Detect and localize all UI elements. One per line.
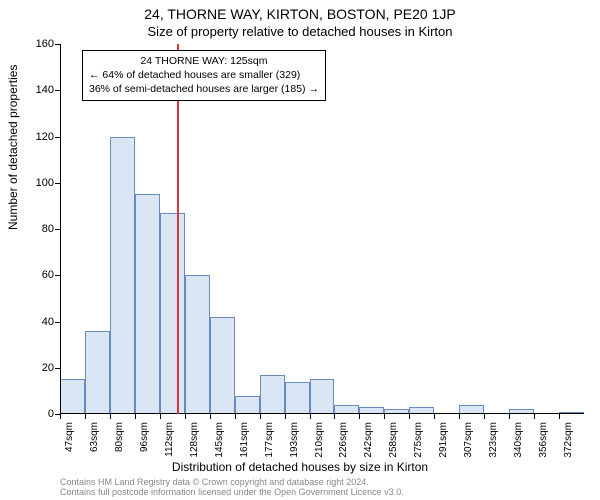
x-tick-mark	[210, 414, 211, 419]
chart-title-main: 24, THORNE WAY, KIRTON, BOSTON, PE20 1JP	[0, 6, 600, 22]
chart-title-sub: Size of property relative to detached ho…	[0, 24, 600, 39]
x-tick-mark	[384, 414, 385, 419]
annotation-box: 24 THORNE WAY: 125sqm ← 64% of detached …	[82, 50, 326, 101]
x-tick-mark	[235, 414, 236, 419]
credit-block: Contains HM Land Registry data © Crown c…	[60, 478, 404, 498]
x-tick-mark	[60, 414, 61, 419]
x-tick-mark	[135, 414, 136, 419]
y-tick-mark	[55, 229, 60, 230]
x-tick-mark	[185, 414, 186, 419]
y-tick-mark	[55, 183, 60, 184]
y-tick-label: 60	[42, 269, 54, 281]
x-tick-mark	[359, 414, 360, 419]
x-tick-mark	[409, 414, 410, 419]
histogram-bar	[285, 382, 310, 414]
chart-container: 24, THORNE WAY, KIRTON, BOSTON, PE20 1JP…	[0, 0, 600, 500]
histogram-bar	[260, 375, 285, 414]
y-tick-mark	[55, 44, 60, 45]
y-tick-label: 20	[42, 362, 54, 374]
x-tick-mark	[285, 414, 286, 419]
x-tick-mark	[110, 414, 111, 419]
y-tick-label: 100	[36, 177, 54, 189]
y-tick-label: 120	[36, 131, 54, 143]
y-tick-label: 0	[48, 408, 54, 420]
y-axis-label: Number of detached properties	[6, 65, 20, 230]
plot-area: 24 THORNE WAY: 125sqm ← 64% of detached …	[60, 44, 584, 414]
x-tick-mark	[484, 414, 485, 419]
y-tick-label: 140	[36, 84, 54, 96]
x-tick-mark	[160, 414, 161, 419]
histogram-bar	[85, 331, 110, 414]
x-tick-mark	[85, 414, 86, 419]
histogram-bar	[235, 396, 260, 415]
annotation-line3: 36% of semi-detached houses are larger (…	[89, 82, 319, 96]
credit-line2: Contains full postcode information licen…	[60, 488, 404, 498]
x-tick-mark	[260, 414, 261, 419]
y-axis-line	[60, 44, 61, 414]
x-tick-mark	[534, 414, 535, 419]
x-tick-mark	[434, 414, 435, 419]
x-tick-mark	[334, 414, 335, 419]
histogram-bar	[160, 213, 185, 414]
y-tick-label: 80	[42, 223, 54, 235]
annotation-line1: 24 THORNE WAY: 125sqm	[89, 54, 319, 68]
y-tick-mark	[55, 275, 60, 276]
y-tick-mark	[55, 368, 60, 369]
annotation-line2: ← 64% of detached houses are smaller (32…	[89, 68, 319, 82]
histogram-bar	[110, 137, 135, 415]
y-tick-mark	[55, 90, 60, 91]
x-tick-mark	[559, 414, 560, 419]
y-tick-label: 160	[36, 38, 54, 50]
histogram-bar	[210, 317, 235, 414]
x-tick-mark	[310, 414, 311, 419]
histogram-bar	[135, 194, 160, 414]
y-tick-mark	[55, 322, 60, 323]
y-tick-mark	[55, 137, 60, 138]
y-tick-label: 40	[42, 316, 54, 328]
x-tick-mark	[459, 414, 460, 419]
x-axis-line	[60, 413, 584, 414]
x-axis-label: Distribution of detached houses by size …	[0, 460, 600, 474]
histogram-bar	[185, 275, 210, 414]
x-tick-mark	[509, 414, 510, 419]
histogram-bar	[60, 379, 85, 414]
histogram-bar	[310, 379, 335, 414]
